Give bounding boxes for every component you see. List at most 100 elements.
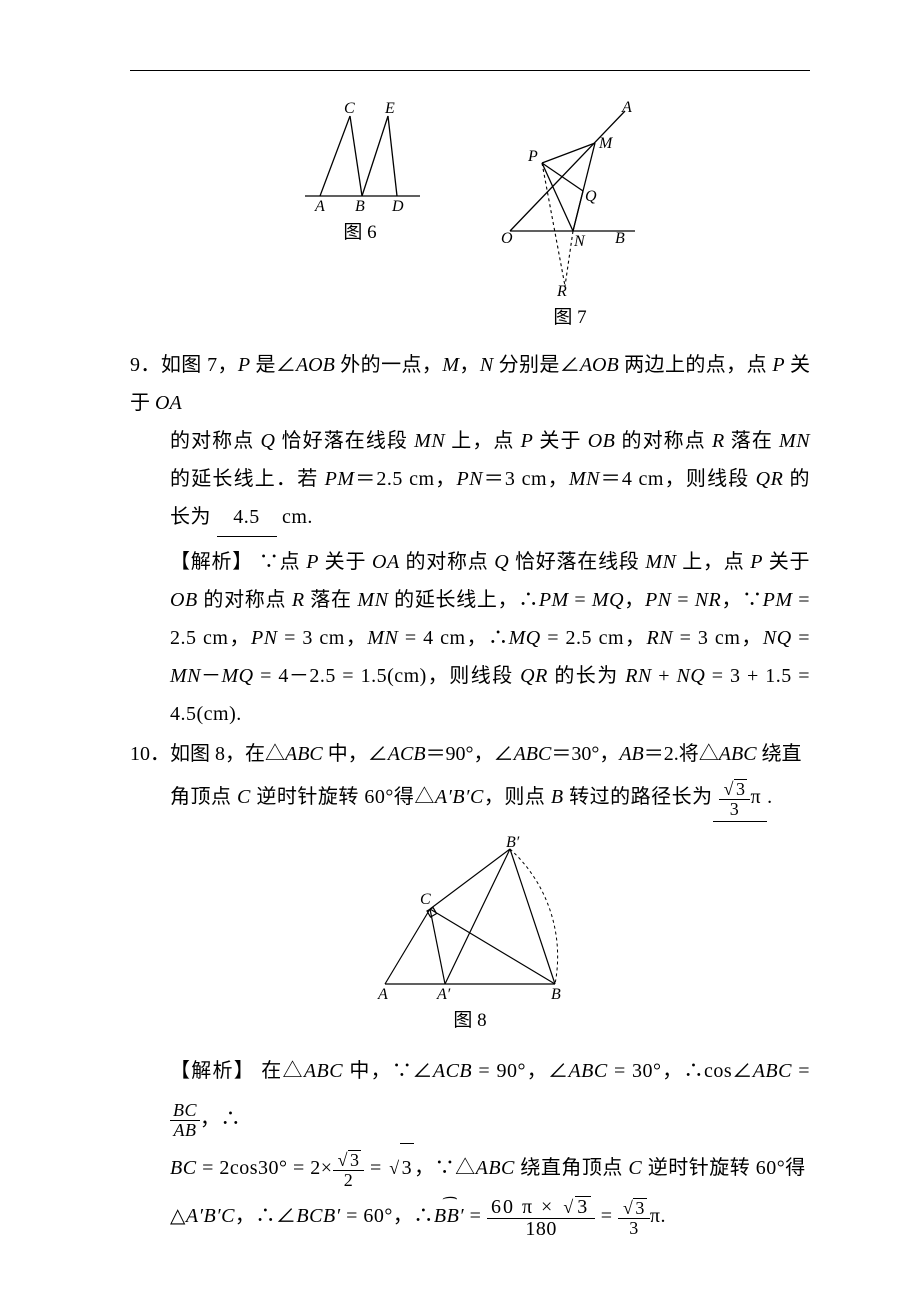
figure-7-svg: A P M Q O N B R <box>495 101 645 296</box>
fig7-label-M: M <box>598 135 614 152</box>
p9-t-c: ， <box>459 354 480 376</box>
a9-i12: NR <box>695 589 722 611</box>
analysis-9: 【解析】 ∵点 P 关于 OA 的对称点 Q 恰好落在线段 MN 上，点 P 关… <box>130 543 810 733</box>
a9-t1: ∵点 <box>259 551 306 573</box>
a10-l3-fn: 3 <box>633 1198 647 1218</box>
p9-b2c: 上，点 <box>445 430 520 452</box>
a10-t4: = 30°，∴cos∠ <box>608 1060 753 1082</box>
problem-10-answer: 3 3 π <box>713 773 768 822</box>
a10-l3-fd: 3 <box>618 1219 650 1238</box>
p10-l2a: 角顶点 <box>170 786 237 808</box>
a10-bigfrac-t1: 60 <box>491 1196 515 1218</box>
a9-l3b: = 4 cm，∴ <box>398 627 508 649</box>
a10-l3d: = <box>464 1205 487 1227</box>
p9-b2g: 的延长 <box>170 468 234 490</box>
a9-i21: QR <box>520 665 548 687</box>
a10-t1: 在△ <box>261 1060 304 1082</box>
a9-i20: MQ <box>222 665 254 687</box>
a10-l2d: 绕直角顶点 <box>515 1157 629 1179</box>
p9-i-QR: QR <box>756 468 784 490</box>
a10-frac1-d: AB <box>170 1121 200 1140</box>
fig6-label-B: B <box>355 198 365 211</box>
analysis-10-label: 【解析】 <box>170 1060 255 1082</box>
fig7-label-R: R <box>556 283 567 296</box>
a9-l4b: 的长为 <box>548 665 625 687</box>
p10-i3: ABC <box>514 743 552 765</box>
p9-t-a: 是∠ <box>250 354 296 376</box>
a10-i4: ABC <box>753 1060 792 1082</box>
p9-b2a: 的对称点 <box>170 430 260 452</box>
a10-l2e: 逆时针旋转 60°得 <box>642 1157 806 1179</box>
p10-i4: AB <box>619 743 643 765</box>
a10-t3: = 90°，∠ <box>472 1060 568 1082</box>
figures-row-6-7: C E A B D 图 6 A <box>130 101 810 336</box>
a9-i14: PN <box>251 627 278 649</box>
problem-10-number: 10． <box>130 743 170 765</box>
a9-i1: P <box>306 551 319 573</box>
a10-l3-bigfrac: 60 π × 3180 <box>487 1196 595 1240</box>
a9-i22: RN <box>625 665 652 687</box>
a9-i8: MN <box>357 589 388 611</box>
p9-i-PN: PN <box>456 468 483 490</box>
p10-answer-frac: 3 3 <box>719 779 751 819</box>
p10-l2b: 逆时针旋转 60°得△ <box>251 786 435 808</box>
a10-l2b: = <box>364 1157 387 1179</box>
a10-l2-fn: 3 <box>348 1150 362 1170</box>
fig8-label-B: B <box>551 986 561 999</box>
p10-t4: ＝30°， <box>551 743 619 765</box>
fig7-label-P: P <box>527 148 538 165</box>
a10-t6: ，∴ <box>200 1108 241 1130</box>
a10-l2-sqrt3: 3 <box>400 1143 415 1192</box>
p9-i-MN: MN <box>414 430 445 452</box>
a10-l2-frac: 32 <box>333 1150 365 1190</box>
a9-l2i: = <box>278 627 296 649</box>
fig6-label-C: C <box>344 101 355 117</box>
fig8-label-A: A <box>377 986 388 999</box>
p10-t3: ＝90°，∠ <box>426 743 514 765</box>
a10-l3-smallfrac: 33 <box>618 1198 650 1238</box>
fig7-label-B: B <box>615 230 625 247</box>
fig6-label-D: D <box>391 198 404 211</box>
a9-l3f: － <box>201 665 222 687</box>
figure-6-block: C E A B D 图 6 <box>295 101 425 336</box>
p10-i2: ACB <box>388 743 426 765</box>
a9-t6: 关于 <box>763 551 810 573</box>
p9-i-Q: Q <box>260 430 275 452</box>
a9-i7: R <box>292 589 305 611</box>
problem-9: 9．如图 7，P 是∠AOB 外的一点，M，N 分别是∠AOB 两边上的点，点 … <box>130 346 810 537</box>
p10-t1: 如图 8，在△ <box>170 743 285 765</box>
a10-frac1-n: BC <box>170 1101 200 1121</box>
problem-10: 10．如图 8，在△ABC 中，∠ACB＝90°，∠ABC＝30°，AB＝2.将… <box>130 735 810 822</box>
p9-i-AOB2: AOB <box>580 354 619 376</box>
fig6-label-A: A <box>314 198 325 211</box>
figure-8-block: B′ C A A′ B 图 8 <box>130 834 810 1039</box>
p9-i-M: M <box>442 354 459 376</box>
a10-l3-i2: BCB′ <box>296 1205 340 1227</box>
p10-t6: 绕直 <box>757 743 802 765</box>
p9-i-P3: P <box>521 430 534 452</box>
fig7-label-O: O <box>501 230 513 247</box>
a9-l4a: 1.5(cm)，则线段 <box>361 665 521 687</box>
a9-i3: Q <box>494 551 509 573</box>
p10-ans-den: 3 <box>719 800 751 819</box>
fig7-label-N: N <box>573 233 586 250</box>
figure-7-block: A P M Q O N B R 图 7 <box>495 101 645 336</box>
a10-t2: 中，∵∠ <box>343 1060 433 1082</box>
a9-i11: PN <box>645 589 672 611</box>
figure-6-caption: 图 6 <box>343 215 376 251</box>
a9-i23: NQ <box>677 665 706 687</box>
a9-i10: MQ <box>592 589 624 611</box>
a9-i18: NQ <box>763 627 792 649</box>
a9-i15: MN <box>367 627 398 649</box>
p10-t5: ＝2.将△ <box>644 743 719 765</box>
a9-l4c: + <box>652 665 677 687</box>
p9-b2b: 恰好落在线段 <box>275 430 414 452</box>
page-top-rule <box>130 70 810 71</box>
a10-l3b: ，∴∠ <box>235 1205 297 1227</box>
a9-l2a: 对称点 <box>224 589 292 611</box>
a10-l3f: . <box>661 1205 667 1227</box>
a10-l3e: = <box>595 1205 618 1227</box>
fig7-label-A: A <box>621 101 632 116</box>
p9-b2f: 落在 <box>725 430 779 452</box>
p9-b3d: ＝4 cm，则线段 <box>600 468 756 490</box>
